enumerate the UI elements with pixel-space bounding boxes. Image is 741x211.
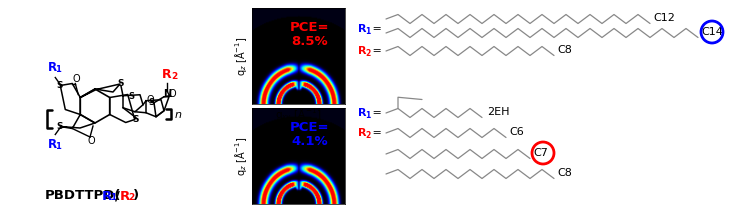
Text: R: R (102, 189, 112, 203)
Text: N: N (163, 89, 171, 99)
Text: 2EH: 2EH (487, 107, 510, 117)
Text: 1: 1 (110, 193, 116, 203)
Text: n: n (174, 110, 182, 120)
Text: C6: C6 (509, 127, 524, 137)
Text: R: R (47, 138, 57, 151)
Text: C8: C8 (557, 45, 572, 55)
Text: ): ) (133, 189, 139, 203)
Text: C8: C8 (557, 168, 572, 178)
Text: O: O (168, 89, 176, 99)
Text: R: R (120, 189, 130, 203)
Text: PCE=
4.1%: PCE= 4.1% (290, 121, 330, 148)
Text: C14: C14 (701, 27, 723, 37)
Text: R: R (358, 46, 367, 56)
Y-axis label: q$_z$ [Å$^{-1}$]: q$_z$ [Å$^{-1}$] (233, 36, 249, 76)
Text: 1: 1 (365, 27, 370, 35)
Text: S: S (128, 92, 134, 101)
Text: O: O (87, 136, 95, 146)
Text: =: = (369, 24, 382, 34)
Text: 1: 1 (56, 142, 62, 151)
Text: PBDTTPD(: PBDTTPD( (45, 189, 122, 203)
Text: PCE=
8.5%: PCE= 8.5% (290, 21, 330, 48)
Text: C12: C12 (653, 13, 675, 23)
Text: O: O (73, 74, 80, 84)
Text: R: R (47, 61, 57, 74)
Text: S: S (56, 122, 62, 131)
Text: 2: 2 (365, 49, 370, 58)
Text: =: = (369, 128, 382, 138)
Text: O: O (146, 95, 154, 105)
Text: 2: 2 (365, 130, 370, 139)
Text: =: = (369, 46, 382, 56)
Text: C7: C7 (533, 148, 548, 158)
Text: 1: 1 (56, 65, 62, 74)
Text: R: R (358, 128, 367, 138)
Text: S: S (133, 115, 139, 124)
Text: 2: 2 (171, 72, 177, 81)
Text: S: S (148, 98, 154, 107)
Text: /: / (115, 189, 120, 203)
Text: R: R (358, 108, 367, 118)
Text: S: S (118, 80, 124, 88)
Text: S: S (56, 81, 62, 90)
Text: R: R (358, 24, 367, 34)
Text: 1: 1 (365, 111, 370, 119)
Y-axis label: q$_z$ [Å$^{-1}$]: q$_z$ [Å$^{-1}$] (233, 136, 249, 176)
X-axis label: q$_{xy}$ [Å$^{-1}$]: q$_{xy}$ [Å$^{-1}$] (276, 107, 322, 123)
Text: R: R (162, 68, 172, 81)
Text: =: = (369, 108, 382, 118)
Text: 2: 2 (128, 193, 134, 203)
